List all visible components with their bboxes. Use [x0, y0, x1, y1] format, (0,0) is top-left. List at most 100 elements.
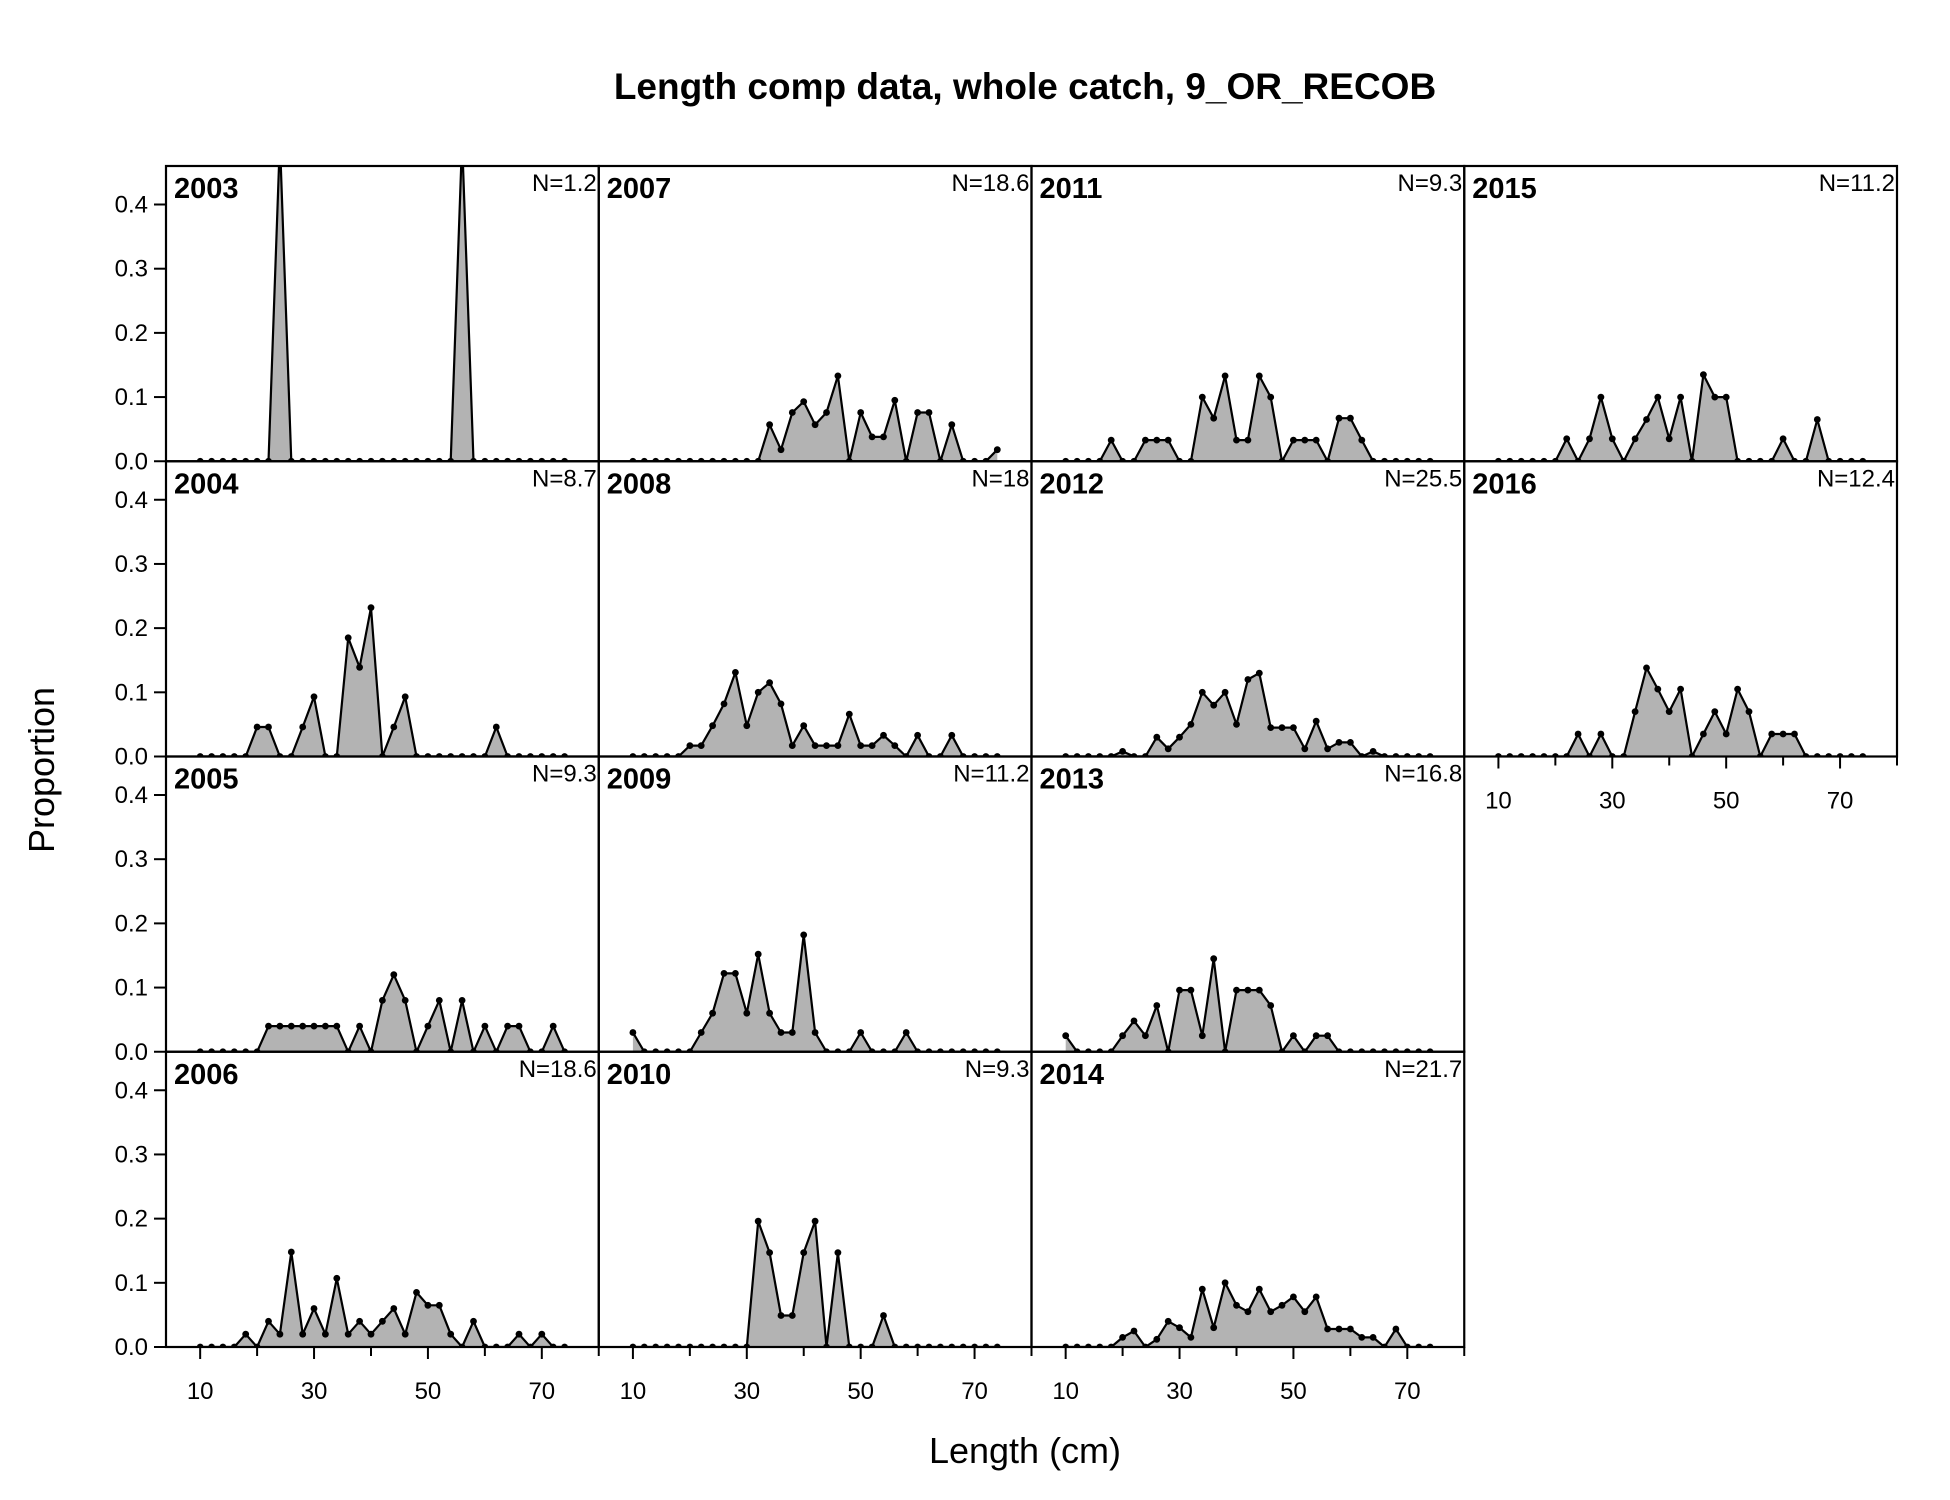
area-fill-2005 [257, 974, 565, 1052]
data-point [1324, 1032, 1331, 1040]
data-point [287, 1022, 295, 1030]
data-point [1119, 1334, 1126, 1341]
data-point [1142, 1032, 1149, 1040]
panel-n-label: N=18.6 [519, 1056, 597, 1083]
data-point [1176, 1324, 1183, 1332]
data-point [1369, 1334, 1377, 1341]
data-point [1062, 1032, 1070, 1040]
data-point [788, 1312, 796, 1319]
panel-n-label: N=25.5 [1384, 465, 1462, 492]
data-point [1643, 416, 1650, 423]
data-point [1130, 1327, 1138, 1335]
data-point [538, 1330, 546, 1338]
panel-frame [164, 1050, 600, 1349]
data-point [424, 1301, 432, 1309]
data-point [492, 723, 500, 731]
panel-2015: 2015 N=11.2 [1463, 164, 1899, 463]
data-point [777, 700, 785, 708]
x-tick-label: 70 [961, 1378, 988, 1405]
data-point [310, 1022, 318, 1030]
data-point [1722, 730, 1730, 738]
y-tick-label: 0.3 [115, 256, 148, 283]
x-tick-label: 10 [1485, 788, 1512, 815]
data-point [1221, 688, 1229, 696]
panel-2006: 2006 N=18.6 0.0 0.1 0.2 0.3 0.4 10 30 50 70 [115, 1050, 600, 1405]
panel-year-label: 2016 [1472, 468, 1537, 500]
data-point [857, 409, 865, 416]
data-point [1574, 730, 1582, 738]
panel-2011: 2011 N=9.3 [1030, 164, 1466, 463]
data-point [1665, 708, 1673, 715]
panel-2003: 2003 N=1.2 0.0 0.1 0.2 0.3 0.4 [115, 164, 600, 475]
data-point [1221, 1279, 1229, 1287]
data-point [880, 731, 887, 739]
data-point [447, 1330, 455, 1338]
data-point [299, 1330, 307, 1338]
data-point [777, 1029, 785, 1036]
data-point [777, 446, 785, 454]
data-point [720, 700, 728, 708]
y-axis-label: Proportion [21, 687, 62, 853]
data-point [1369, 748, 1377, 755]
data-point [1358, 1334, 1366, 1341]
data-point [276, 1022, 284, 1030]
data-point [1392, 1325, 1400, 1333]
data-point [1290, 724, 1297, 731]
area-fill-2007 [758, 375, 998, 462]
data-point [1324, 745, 1331, 753]
data-point [481, 1022, 489, 1030]
data-point [390, 1305, 398, 1312]
data-point [287, 1248, 295, 1256]
data-point [367, 604, 375, 611]
panel-year-label: 2012 [1040, 468, 1105, 500]
panel-frame [164, 164, 600, 463]
data-point [356, 1317, 363, 1325]
data-point [322, 1330, 329, 1338]
data-point [1358, 436, 1366, 444]
data-point [379, 997, 386, 1004]
y-tick-label: 0.1 [115, 1270, 148, 1297]
chart-title: Length comp data, whole catch, 9_OR_RECO… [614, 66, 1436, 107]
data-point [1255, 372, 1263, 380]
data-point [1335, 739, 1343, 746]
area-fill-2008 [632, 672, 998, 757]
data-point [1791, 730, 1798, 738]
data-point [948, 421, 956, 429]
data-point [823, 742, 830, 749]
data-point [253, 723, 261, 731]
y-tick-label: 0.1 [115, 679, 148, 706]
area-fill-2011 [1099, 375, 1374, 462]
data-point [1107, 436, 1115, 444]
data-point [299, 1022, 307, 1030]
panel-2012: 2012 N=25.5 [1030, 460, 1466, 758]
y-tick-label: 0.4 [115, 487, 148, 514]
data-point [424, 1022, 432, 1030]
panel-n-label: N=16.8 [1384, 761, 1462, 788]
data-point [1677, 685, 1684, 693]
data-point [754, 1217, 762, 1225]
data-point [1335, 1325, 1343, 1333]
data-point [1267, 393, 1275, 401]
data-point [1198, 393, 1206, 401]
data-point [777, 1312, 785, 1319]
data-point [276, 1330, 284, 1338]
data-point [1711, 708, 1719, 715]
panel-year-label: 2006 [174, 1059, 239, 1091]
x-tick-label: 50 [415, 1378, 442, 1405]
data-point [265, 723, 272, 731]
data-point [800, 931, 808, 939]
x-tick-label: 50 [847, 1378, 874, 1405]
y-tick-label: 0.4 [115, 782, 148, 809]
data-point [880, 1312, 887, 1319]
data-point [811, 742, 819, 749]
data-point [435, 1301, 443, 1309]
series-line-2003 [200, 166, 565, 462]
y-tick-label: 0.0 [115, 1334, 148, 1361]
data-point [732, 669, 739, 676]
data-point [1278, 724, 1286, 731]
data-point [948, 731, 956, 739]
data-point [868, 742, 876, 749]
data-point [1335, 414, 1343, 422]
data-point [1301, 436, 1309, 444]
data-point [310, 693, 318, 701]
